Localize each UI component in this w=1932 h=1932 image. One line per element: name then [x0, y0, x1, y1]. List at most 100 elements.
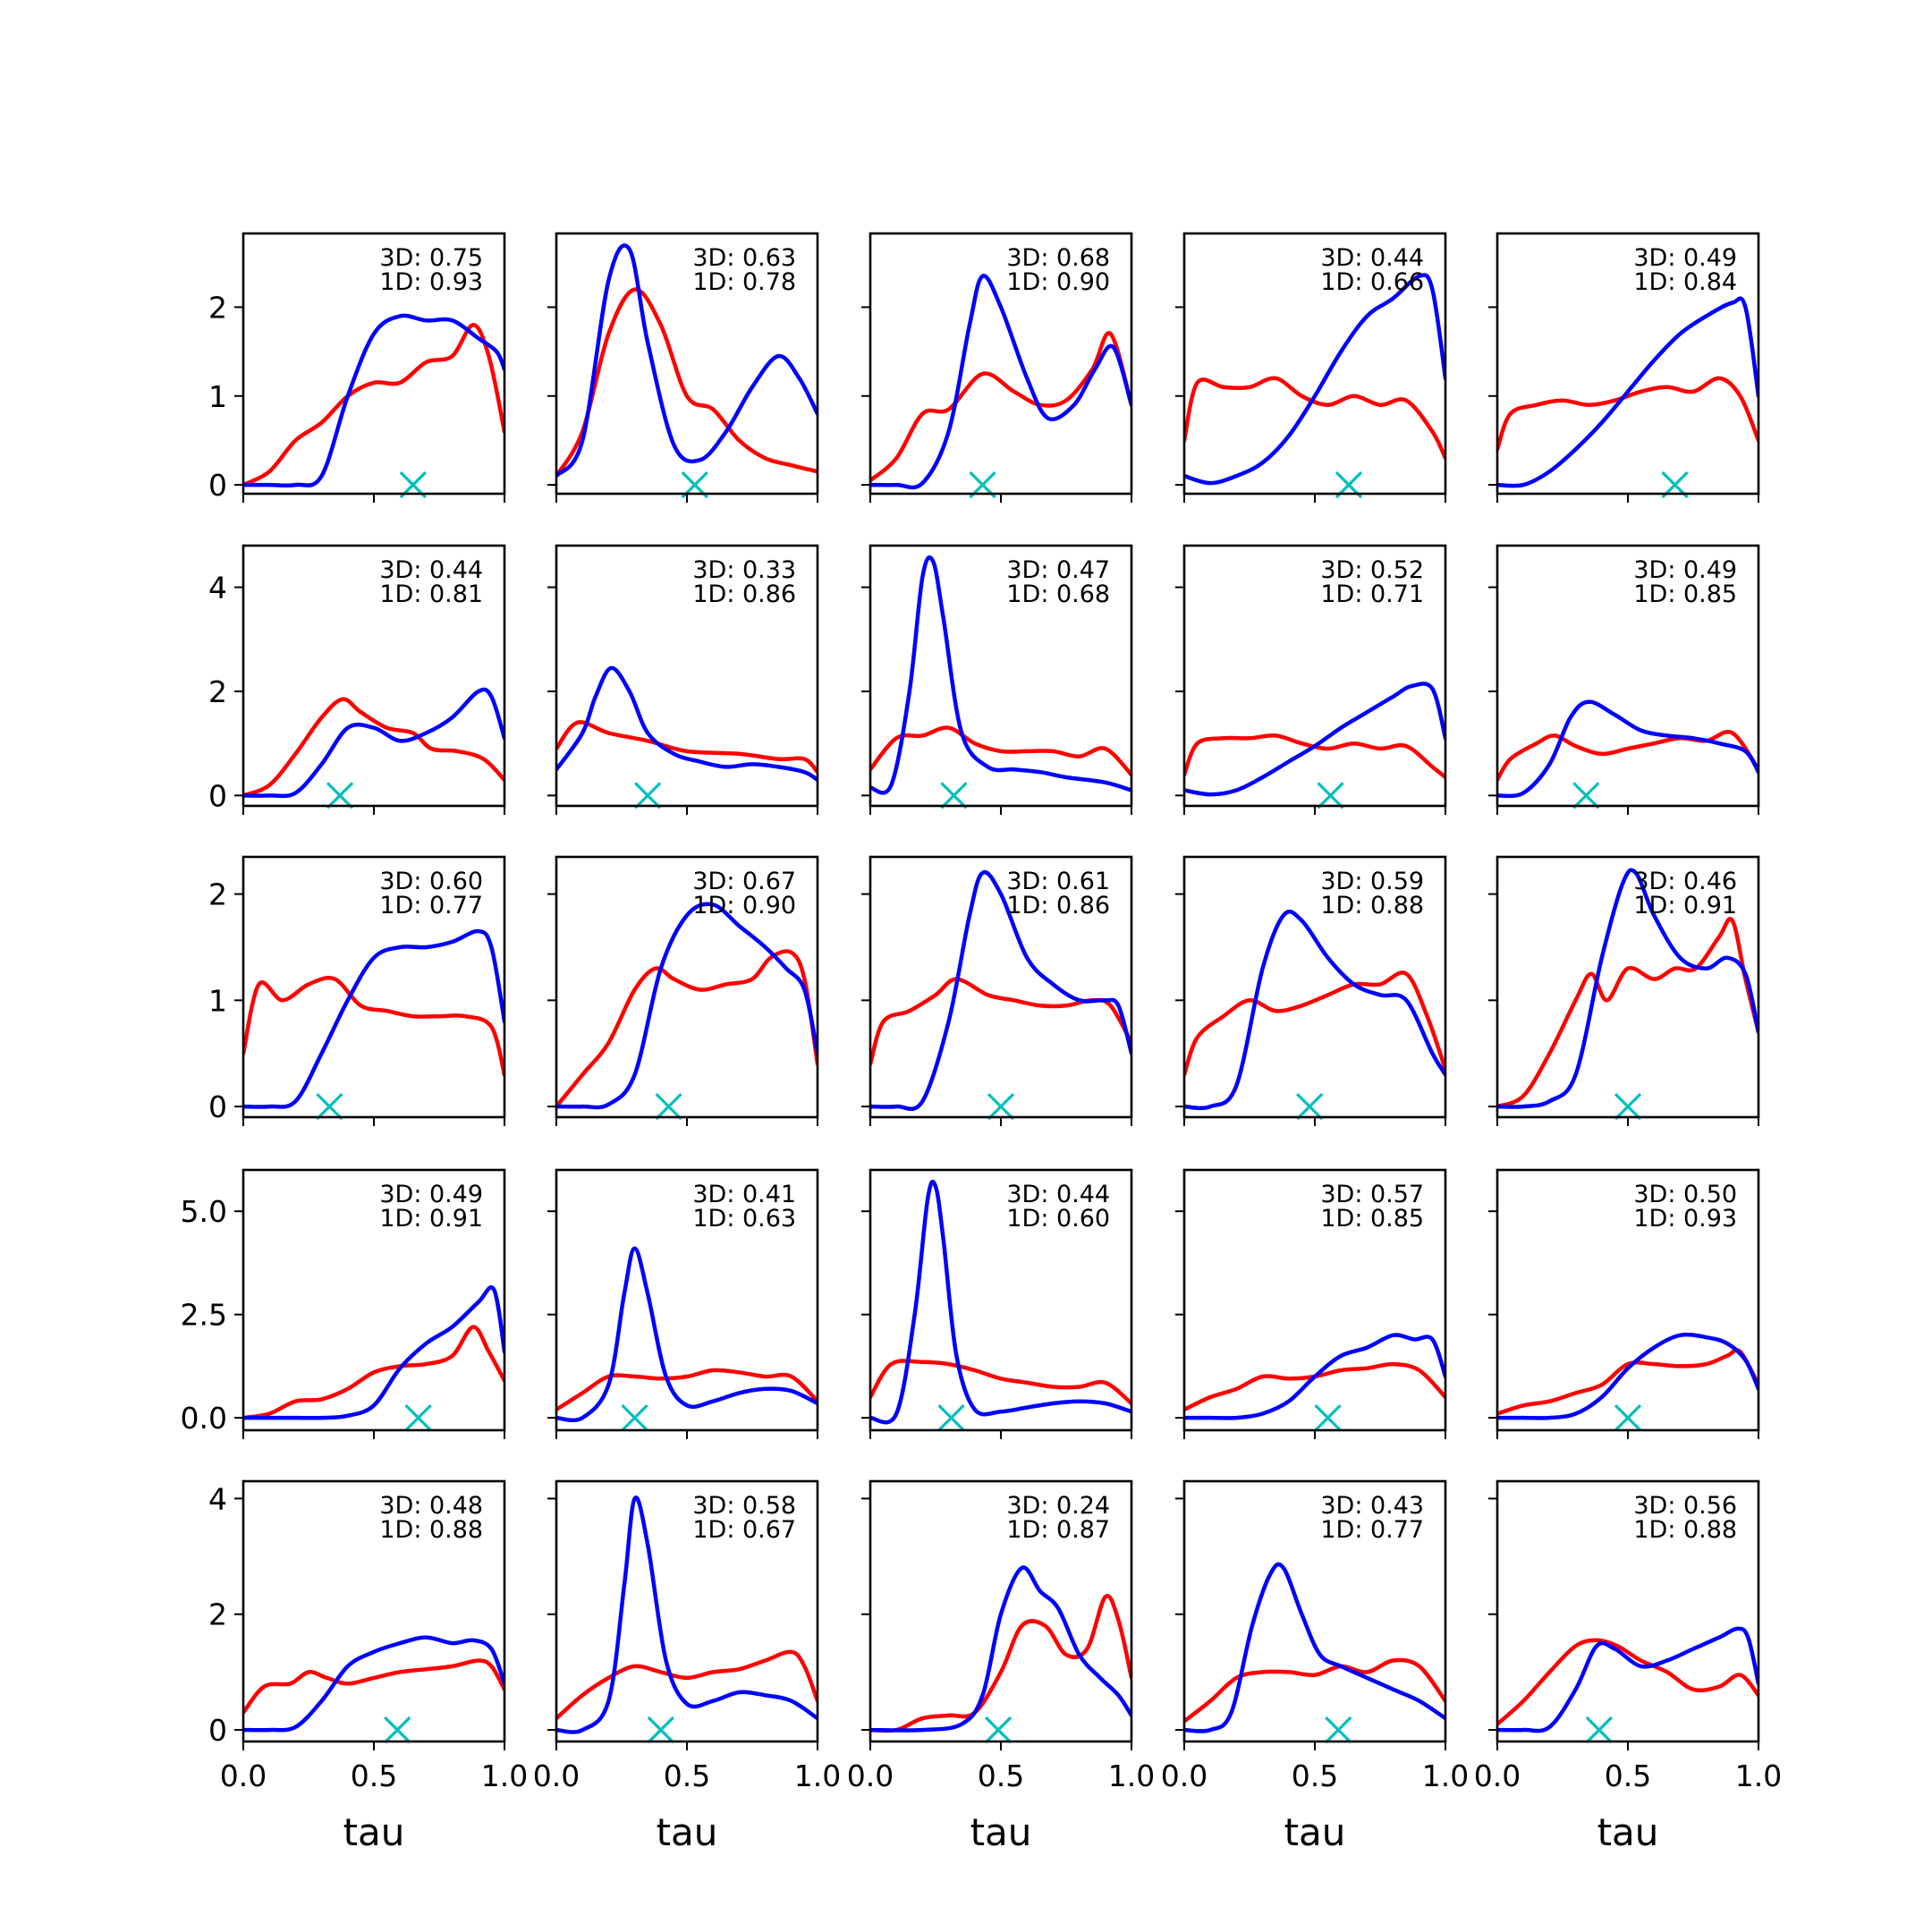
- series-3d-line: [1497, 1332, 1758, 1420]
- series-3d-line: [1184, 1333, 1445, 1420]
- series-3d-line: [1184, 682, 1445, 797]
- annotation-3d: 3D: 0.46: [1633, 868, 1737, 895]
- x-tick-label: 1.0: [1422, 1758, 1469, 1793]
- y-tick-label: 2: [208, 877, 227, 912]
- series-1d-line: [556, 949, 818, 1109]
- series-3d-line: [556, 243, 818, 479]
- annotation-1d: 1D: 0.87: [1006, 1516, 1110, 1544]
- series-3d-line: [1497, 868, 1758, 1109]
- y-tick-label: 0: [208, 1089, 227, 1124]
- series-3d-line: [1184, 273, 1445, 486]
- x-marker: [647, 1716, 674, 1744]
- series-1d-line: [243, 1658, 504, 1715]
- annotation-1d: 1D: 0.78: [692, 268, 796, 296]
- x-marker: [621, 1404, 648, 1432]
- series-1d-line: [556, 1649, 818, 1721]
- panel-curves: [1497, 296, 1758, 488]
- y-tick-label: 1: [208, 379, 227, 414]
- annotation-3d: 3D: 0.63: [692, 244, 796, 272]
- series-1d-line: [870, 331, 1131, 483]
- annotation-3d: 3D: 0.57: [1320, 1181, 1424, 1208]
- annotation-3d: 3D: 0.49: [1633, 244, 1737, 272]
- panel-curves: [870, 1179, 1131, 1425]
- annotation-1d: 1D: 0.86: [1006, 892, 1110, 919]
- x-axis-label: tau: [1597, 1810, 1659, 1854]
- series-3d-line: [1497, 1626, 1758, 1733]
- x-tick-label: 0.5: [1605, 1758, 1651, 1793]
- series-3d-line: [243, 687, 504, 799]
- annotation-3d: 3D: 0.61: [1006, 868, 1110, 895]
- series-1d-line: [1184, 970, 1445, 1077]
- series-1d-line: [870, 1593, 1131, 1733]
- x-marker: [1585, 1716, 1614, 1744]
- series-1d-line: [1497, 917, 1758, 1109]
- x-marker: [655, 1092, 682, 1121]
- x-axis-label: tau: [343, 1810, 405, 1854]
- panel-curves: [1497, 868, 1758, 1109]
- x-marker: [1296, 1092, 1324, 1121]
- x-marker: [316, 1092, 343, 1121]
- x-tick-label: 0.0: [1474, 1758, 1521, 1793]
- annotation-1d: 1D: 0.85: [1633, 580, 1737, 608]
- annotation-1d: 1D: 0.93: [1633, 1205, 1737, 1233]
- panel-curves: [1497, 699, 1758, 799]
- annotation-1d: 1D: 0.88: [379, 1516, 483, 1544]
- annotation-1d: 1D: 0.90: [692, 892, 796, 919]
- series-3d-line: [870, 1179, 1131, 1425]
- panel-curves: [1184, 682, 1445, 797]
- x-marker: [384, 1716, 411, 1744]
- annotation-1d: 1D: 0.93: [379, 268, 483, 296]
- y-tick-label: 2.5: [181, 1298, 227, 1333]
- annotation-1d: 1D: 0.66: [1320, 268, 1424, 296]
- x-marker: [404, 1404, 432, 1432]
- annotation-1d: 1D: 0.84: [1633, 268, 1737, 296]
- annotation-3d: 3D: 0.47: [1006, 556, 1110, 584]
- y-tick-label: 0: [208, 468, 227, 503]
- annotation-1d: 1D: 0.81: [379, 580, 483, 608]
- series-3d-line: [243, 1635, 504, 1733]
- series-1d-line: [556, 1368, 818, 1412]
- x-tick-label: 1.0: [1108, 1758, 1155, 1793]
- panel-curves: [870, 869, 1131, 1111]
- y-tick-label: 5.0: [181, 1194, 227, 1229]
- annotation-1d: 1D: 0.86: [692, 580, 796, 608]
- x-axis-label: tau: [1284, 1810, 1346, 1854]
- annotation-3d: 3D: 0.24: [1006, 1492, 1110, 1520]
- panel-curves: [1184, 1333, 1445, 1420]
- panel-curves: [556, 1246, 818, 1423]
- panel-curves: [243, 1285, 504, 1420]
- panel-curves: [243, 313, 504, 488]
- series-1d-line: [243, 976, 504, 1077]
- panel-curves: [556, 665, 818, 783]
- series-3d-line: [1497, 699, 1758, 799]
- series-3d-line: [1184, 1562, 1445, 1733]
- annotation-1d: 1D: 0.77: [379, 892, 483, 919]
- x-marker: [1314, 1404, 1342, 1432]
- panel-curves: [556, 902, 818, 1110]
- panel-curves: [556, 1495, 818, 1734]
- annotation-1d: 1D: 0.71: [1320, 580, 1424, 608]
- x-tick-label: 0.5: [664, 1758, 710, 1793]
- x-marker: [940, 782, 968, 809]
- x-marker: [1325, 1716, 1352, 1744]
- annotation-3d: 3D: 0.75: [379, 244, 483, 272]
- panel-curves: [1184, 273, 1445, 486]
- annotation-1d: 1D: 0.88: [1320, 892, 1424, 919]
- series-3d-line: [556, 665, 818, 783]
- annotation-3d: 3D: 0.44: [1006, 1181, 1110, 1208]
